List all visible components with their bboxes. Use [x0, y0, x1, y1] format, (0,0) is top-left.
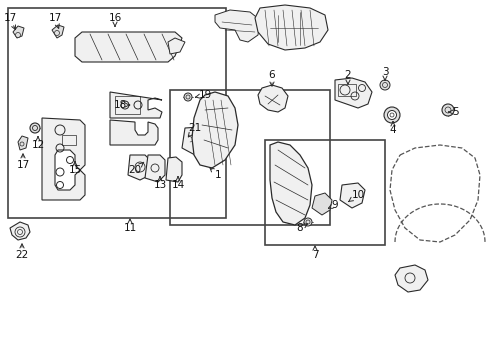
Text: 17: 17 — [49, 13, 62, 28]
Text: 6: 6 — [269, 70, 275, 86]
Polygon shape — [168, 38, 185, 54]
Text: 3: 3 — [382, 67, 388, 80]
Text: 20: 20 — [128, 162, 144, 175]
Text: 16: 16 — [108, 13, 122, 26]
Bar — [8, 8, 226, 218]
Text: 2: 2 — [344, 70, 351, 84]
Polygon shape — [340, 183, 365, 208]
Polygon shape — [145, 155, 165, 182]
Text: 13: 13 — [153, 177, 167, 190]
Polygon shape — [166, 157, 182, 182]
Polygon shape — [182, 127, 208, 155]
Text: 17: 17 — [3, 13, 17, 30]
Text: 1: 1 — [210, 168, 221, 180]
Circle shape — [304, 218, 312, 226]
Circle shape — [184, 93, 192, 101]
Polygon shape — [52, 25, 64, 38]
Circle shape — [442, 104, 454, 116]
Circle shape — [20, 142, 24, 146]
Text: 19: 19 — [196, 90, 212, 100]
Polygon shape — [18, 136, 28, 150]
Text: 9: 9 — [328, 200, 338, 210]
Polygon shape — [13, 26, 24, 38]
Polygon shape — [395, 265, 428, 292]
Text: 22: 22 — [15, 244, 28, 260]
Bar — [338, 84, 356, 96]
Circle shape — [388, 111, 396, 120]
Text: 10: 10 — [348, 190, 365, 202]
Polygon shape — [270, 142, 312, 225]
Polygon shape — [110, 92, 162, 118]
Text: 15: 15 — [69, 162, 82, 175]
Polygon shape — [258, 85, 288, 112]
Text: 21: 21 — [188, 123, 201, 137]
Circle shape — [30, 123, 40, 133]
Bar — [115, 96, 140, 114]
Text: 18: 18 — [113, 100, 129, 110]
Circle shape — [384, 107, 400, 123]
Text: 7: 7 — [312, 246, 318, 260]
Text: 11: 11 — [123, 219, 137, 233]
Polygon shape — [215, 10, 260, 42]
Polygon shape — [75, 32, 182, 62]
Polygon shape — [128, 155, 152, 180]
Polygon shape — [312, 193, 332, 215]
Text: 5: 5 — [449, 107, 458, 117]
Text: 12: 12 — [31, 137, 45, 150]
Polygon shape — [110, 120, 158, 145]
Text: 14: 14 — [172, 177, 185, 190]
Circle shape — [380, 80, 390, 90]
Polygon shape — [255, 5, 328, 50]
Polygon shape — [10, 222, 30, 240]
Bar — [62, 135, 76, 145]
Text: 8: 8 — [296, 223, 308, 233]
Circle shape — [54, 31, 59, 36]
Polygon shape — [192, 92, 238, 168]
Polygon shape — [335, 78, 372, 108]
Circle shape — [16, 32, 21, 37]
Polygon shape — [42, 118, 85, 200]
Text: 4: 4 — [390, 122, 396, 135]
Bar — [170, 90, 330, 225]
Bar — [265, 140, 385, 245]
Text: 17: 17 — [16, 154, 29, 170]
